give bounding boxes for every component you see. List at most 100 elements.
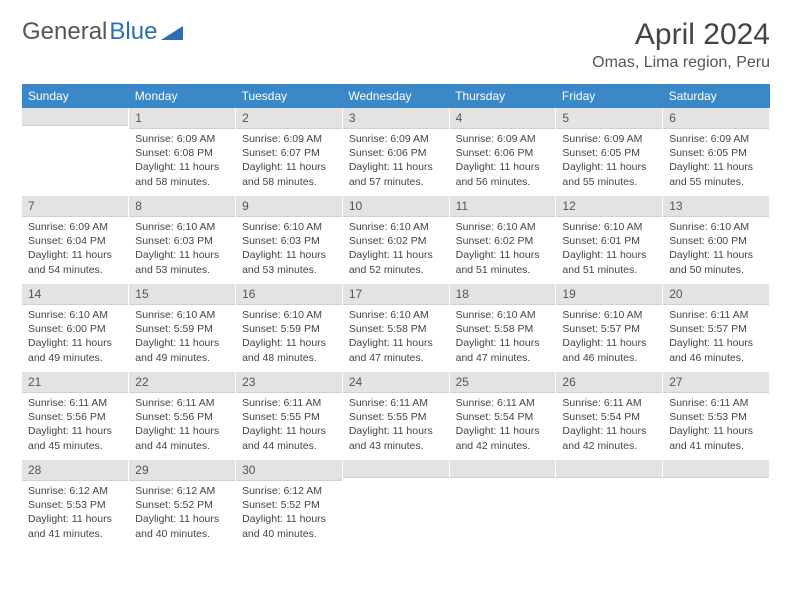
calendar-body: 1 Sunrise: 6:09 AM Sunset: 6:08 PM Daylight… bbox=[22, 108, 770, 548]
day-number: 7 bbox=[22, 196, 128, 217]
calendar-day-11: 11Sunrise: 6:10 AMSunset: 6:02 PMDayligh… bbox=[449, 196, 556, 284]
day-header-thursday: Thursday bbox=[449, 84, 556, 108]
day-body: Sunrise: 6:09 AMSunset: 6:06 PMDaylight:… bbox=[450, 129, 556, 195]
day-number: 20 bbox=[663, 284, 769, 305]
day-body: Sunrise: 6:10 AMSunset: 5:57 PMDaylight:… bbox=[556, 305, 662, 371]
daybody-empty bbox=[450, 478, 556, 538]
sunrise-text: Sunrise: 6:11 AM bbox=[28, 396, 122, 410]
sunrise-text: Sunrise: 6:09 AM bbox=[349, 132, 443, 146]
day-header-monday: Monday bbox=[129, 84, 236, 108]
sunrise-text: Sunrise: 6:10 AM bbox=[135, 308, 229, 322]
day-body: Sunrise: 6:09 AMSunset: 6:05 PMDaylight:… bbox=[556, 129, 662, 195]
sunrise-text: Sunrise: 6:09 AM bbox=[242, 132, 336, 146]
day-header-wednesday: Wednesday bbox=[342, 84, 449, 108]
sunrise-text: Sunrise: 6:09 AM bbox=[562, 132, 656, 146]
day-number: 30 bbox=[236, 460, 342, 481]
sunset-text: Sunset: 6:02 PM bbox=[456, 234, 550, 248]
calendar-day-29: 29Sunrise: 6:12 AMSunset: 5:52 PMDayligh… bbox=[129, 460, 236, 548]
day-number: 5 bbox=[556, 108, 662, 129]
daylight-text: Daylight: 11 hours and 55 minutes. bbox=[669, 160, 763, 188]
day-number: 19 bbox=[556, 284, 662, 305]
day-header-sunday: Sunday bbox=[22, 84, 129, 108]
sunrise-text: Sunrise: 6:10 AM bbox=[562, 220, 656, 234]
sunset-text: Sunset: 6:01 PM bbox=[562, 234, 656, 248]
calendar-week: 7Sunrise: 6:09 AMSunset: 6:04 PMDaylight… bbox=[22, 196, 770, 284]
sunrise-text: Sunrise: 6:11 AM bbox=[349, 396, 443, 410]
sunrise-text: Sunrise: 6:10 AM bbox=[349, 220, 443, 234]
sunrise-text: Sunrise: 6:09 AM bbox=[28, 220, 122, 234]
sunset-text: Sunset: 5:52 PM bbox=[135, 498, 229, 512]
day-number: 28 bbox=[22, 460, 128, 481]
daylight-text: Daylight: 11 hours and 48 minutes. bbox=[242, 336, 336, 364]
calendar-day-9: 9Sunrise: 6:10 AMSunset: 6:03 PMDaylight… bbox=[236, 196, 343, 284]
calendar-week: 21Sunrise: 6:11 AMSunset: 5:56 PMDayligh… bbox=[22, 372, 770, 460]
sunrise-text: Sunrise: 6:10 AM bbox=[349, 308, 443, 322]
sunset-text: Sunset: 6:08 PM bbox=[135, 146, 229, 160]
day-body: Sunrise: 6:10 AMSunset: 6:03 PMDaylight:… bbox=[129, 217, 235, 283]
sunset-text: Sunset: 6:05 PM bbox=[562, 146, 656, 160]
day-body: Sunrise: 6:11 AMSunset: 5:53 PMDaylight:… bbox=[663, 393, 769, 459]
daylight-text: Daylight: 11 hours and 49 minutes. bbox=[28, 336, 122, 364]
sunset-text: Sunset: 6:00 PM bbox=[28, 322, 122, 336]
daylight-text: Daylight: 11 hours and 47 minutes. bbox=[349, 336, 443, 364]
sunset-text: Sunset: 6:06 PM bbox=[349, 146, 443, 160]
daylight-text: Daylight: 11 hours and 57 minutes. bbox=[349, 160, 443, 188]
day-number: 10 bbox=[343, 196, 449, 217]
sunset-text: Sunset: 6:06 PM bbox=[456, 146, 550, 160]
day-number: 16 bbox=[236, 284, 342, 305]
day-number: 27 bbox=[663, 372, 769, 393]
day-number: 6 bbox=[663, 108, 769, 129]
sunrise-text: Sunrise: 6:09 AM bbox=[669, 132, 763, 146]
sunset-text: Sunset: 5:53 PM bbox=[28, 498, 122, 512]
location-label: Omas, Lima region, Peru bbox=[592, 54, 770, 72]
daynum-empty bbox=[556, 460, 662, 478]
sunrise-text: Sunrise: 6:10 AM bbox=[456, 308, 550, 322]
calendar-table: SundayMondayTuesdayWednesdayThursdayFrid… bbox=[22, 84, 770, 548]
sunset-text: Sunset: 5:58 PM bbox=[456, 322, 550, 336]
day-body: Sunrise: 6:11 AMSunset: 5:55 PMDaylight:… bbox=[343, 393, 449, 459]
day-header-friday: Friday bbox=[556, 84, 663, 108]
day-number: 29 bbox=[129, 460, 235, 481]
sunset-text: Sunset: 5:57 PM bbox=[562, 322, 656, 336]
daylight-text: Daylight: 11 hours and 58 minutes. bbox=[242, 160, 336, 188]
day-number: 24 bbox=[343, 372, 449, 393]
day-number: 8 bbox=[129, 196, 235, 217]
daynum-empty bbox=[663, 460, 769, 478]
day-number: 12 bbox=[556, 196, 662, 217]
sunset-text: Sunset: 5:54 PM bbox=[456, 410, 550, 424]
day-body: Sunrise: 6:12 AMSunset: 5:53 PMDaylight:… bbox=[22, 481, 128, 547]
daylight-text: Daylight: 11 hours and 40 minutes. bbox=[135, 512, 229, 540]
sunset-text: Sunset: 5:56 PM bbox=[28, 410, 122, 424]
day-body: Sunrise: 6:11 AMSunset: 5:57 PMDaylight:… bbox=[663, 305, 769, 371]
sunset-text: Sunset: 6:00 PM bbox=[669, 234, 763, 248]
day-number: 1 bbox=[129, 108, 235, 129]
day-number: 3 bbox=[343, 108, 449, 129]
sunset-text: Sunset: 5:58 PM bbox=[349, 322, 443, 336]
sunrise-text: Sunrise: 6:10 AM bbox=[242, 308, 336, 322]
calendar-day-25: 25Sunrise: 6:11 AMSunset: 5:54 PMDayligh… bbox=[449, 372, 556, 460]
sunrise-text: Sunrise: 6:11 AM bbox=[669, 308, 763, 322]
daynum-empty bbox=[22, 108, 128, 126]
calendar-day-10: 10Sunrise: 6:10 AMSunset: 6:02 PMDayligh… bbox=[342, 196, 449, 284]
daylight-text: Daylight: 11 hours and 50 minutes. bbox=[669, 248, 763, 276]
calendar-day-27: 27Sunrise: 6:11 AMSunset: 5:53 PMDayligh… bbox=[663, 372, 770, 460]
sunset-text: Sunset: 5:55 PM bbox=[349, 410, 443, 424]
day-number: 21 bbox=[22, 372, 128, 393]
sunset-text: Sunset: 5:54 PM bbox=[562, 410, 656, 424]
daylight-text: Daylight: 11 hours and 45 minutes. bbox=[28, 424, 122, 452]
daylight-text: Daylight: 11 hours and 43 minutes. bbox=[349, 424, 443, 452]
daybody-empty bbox=[663, 478, 769, 538]
calendar-day-16: 16Sunrise: 6:10 AMSunset: 5:59 PMDayligh… bbox=[236, 284, 343, 372]
daybody-empty bbox=[343, 478, 449, 538]
calendar-day-18: 18Sunrise: 6:10 AMSunset: 5:58 PMDayligh… bbox=[449, 284, 556, 372]
sunset-text: Sunset: 5:55 PM bbox=[242, 410, 336, 424]
sunrise-text: Sunrise: 6:12 AM bbox=[242, 484, 336, 498]
calendar-day-15: 15Sunrise: 6:10 AMSunset: 5:59 PMDayligh… bbox=[129, 284, 236, 372]
day-body: Sunrise: 6:11 AMSunset: 5:54 PMDaylight:… bbox=[450, 393, 556, 459]
logo-text-1: General bbox=[22, 18, 107, 46]
sunrise-text: Sunrise: 6:11 AM bbox=[456, 396, 550, 410]
calendar-day-empty bbox=[342, 460, 449, 548]
daylight-text: Daylight: 11 hours and 42 minutes. bbox=[562, 424, 656, 452]
calendar-day-2: 2Sunrise: 6:09 AMSunset: 6:07 PMDaylight… bbox=[236, 108, 343, 196]
daylight-text: Daylight: 11 hours and 55 minutes. bbox=[562, 160, 656, 188]
